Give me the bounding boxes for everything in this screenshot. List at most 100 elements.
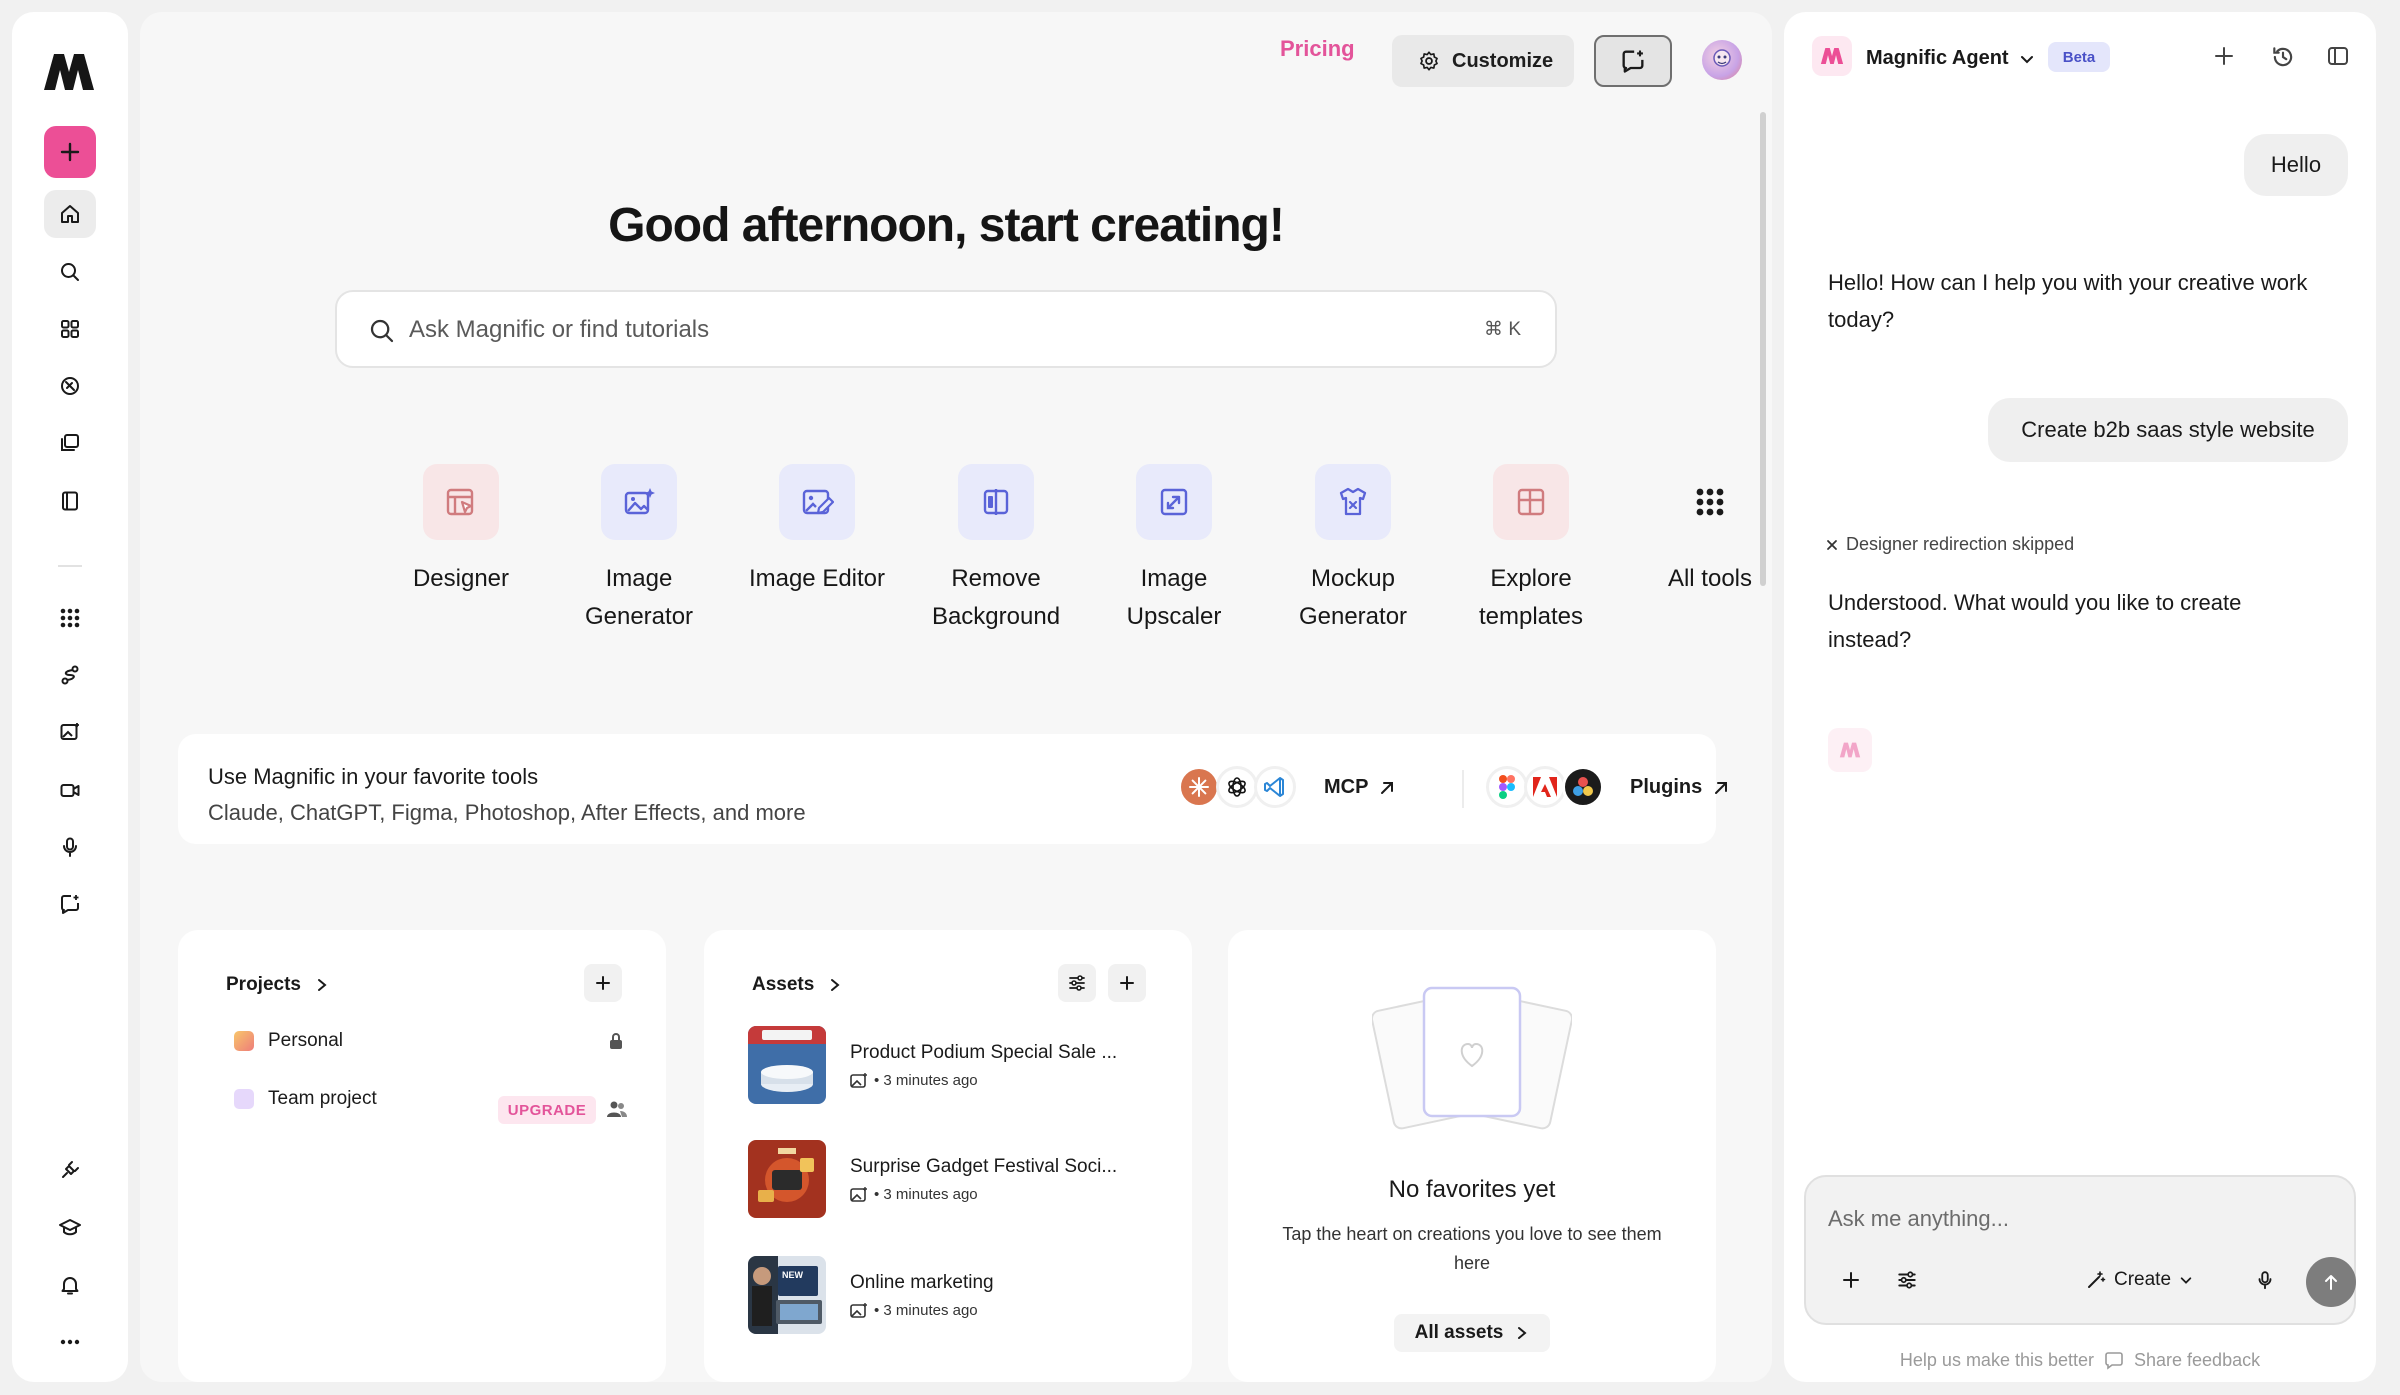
- collapse-panel-icon[interactable]: [2326, 44, 2350, 68]
- upscaler-icon: [1160, 488, 1188, 516]
- asset-item[interactable]: Surprise Gadget Festival Soci... • 3 min…: [748, 1140, 1128, 1218]
- asset-thumbnail: NEW: [748, 1256, 826, 1334]
- arrow-up-right-icon: [1381, 781, 1394, 794]
- tool-label: Designer: [412, 565, 510, 592]
- user-avatar[interactable]: [1702, 40, 1742, 80]
- mockup-icon: [1339, 487, 1367, 516]
- book-icon[interactable]: [44, 477, 96, 525]
- plugin-icon[interactable]: [44, 1146, 96, 1194]
- projects-header[interactable]: Projects: [226, 974, 329, 996]
- favorites-card: No favorites yet Tap the heart on creati…: [1228, 930, 1716, 1382]
- library-icon[interactable]: [44, 419, 96, 467]
- user-message: Hello: [2244, 134, 2348, 196]
- discover-icon[interactable]: [44, 362, 96, 410]
- scrollbar[interactable]: [1760, 112, 1766, 586]
- remove-background-icon: [983, 489, 1009, 515]
- project-name: Team project: [268, 1088, 377, 1109]
- add-project-button[interactable]: [584, 964, 622, 1002]
- chatgpt-logo-icon: [1216, 766, 1258, 808]
- agent-selector[interactable]: Magnific Agent: [1866, 47, 2035, 70]
- tool-label: Mockup Generator: [1298, 565, 1408, 630]
- plus-icon: [596, 976, 610, 990]
- tool-all-tools[interactable]: All tools: [1621, 464, 1772, 598]
- microphone-icon[interactable]: [44, 823, 96, 871]
- project-item-team[interactable]: Team project: [234, 1088, 377, 1110]
- tools-row: Designer Image Generator Image Editor Rem…: [140, 464, 1772, 664]
- bell-icon[interactable]: [44, 1261, 96, 1309]
- tool-mockup-generator[interactable]: Mockup Generator: [1264, 464, 1442, 636]
- footer-help-text: Help us make this better: [1899, 1350, 2094, 1370]
- ai-chat-icon[interactable]: [44, 880, 96, 928]
- system-note: Designer redirection skipped: [1826, 534, 2074, 555]
- asset-name: Product Podium Special Sale ...: [850, 1042, 1118, 1063]
- add-asset-button[interactable]: [1108, 964, 1146, 1002]
- video-icon[interactable]: [44, 766, 96, 814]
- agent-panel: Magnific Agent Beta Hello Hello! How can…: [1784, 12, 2376, 1382]
- microphone-icon[interactable]: [2254, 1269, 2276, 1291]
- tool-label: Image Editor: [748, 565, 886, 592]
- asset-thumbnail: [748, 1140, 826, 1218]
- assets-header[interactable]: Assets: [752, 974, 842, 996]
- history-icon[interactable]: [2270, 44, 2296, 70]
- asset-meta: • 3 minutes ago: [850, 1302, 978, 1319]
- tool-explore-templates[interactable]: Explore templates: [1442, 464, 1620, 636]
- project-item-personal[interactable]: Personal: [234, 1030, 343, 1052]
- tool-remove-background[interactable]: Remove Background: [907, 464, 1085, 636]
- main-panel: Pricing Customize Good afternoon, start …: [140, 12, 1772, 1382]
- plugins-link[interactable]: Plugins: [1630, 776, 1730, 799]
- search-box[interactable]: ⌘ K: [335, 290, 1557, 368]
- integrations-title: Use Magnific in your favorite tools: [208, 764, 539, 789]
- customize-button[interactable]: Customize: [1392, 35, 1574, 87]
- magic-wand-icon: [2088, 1271, 2106, 1288]
- tool-label: Image Generator: [584, 565, 694, 630]
- all-assets-button[interactable]: All assets: [1394, 1314, 1550, 1352]
- settings-sliders-icon[interactable]: [1896, 1269, 1918, 1291]
- templates-icon: [1517, 488, 1545, 516]
- chevron-right-icon: [317, 979, 327, 991]
- send-button[interactable]: [2306, 1257, 2356, 1307]
- projects-title: Projects: [226, 974, 301, 995]
- assets-card: Assets Product Podium Special Sale ... •…: [704, 930, 1192, 1382]
- workflow-icon[interactable]: [44, 651, 96, 699]
- agent-message: Understood. What would you like to creat…: [1828, 590, 2242, 652]
- pricing-link[interactable]: Pricing: [1280, 36, 1355, 61]
- mcp-link[interactable]: MCP: [1324, 776, 1396, 799]
- image-icon: [850, 1302, 867, 1318]
- remove-background-tile: [958, 464, 1034, 540]
- chevron-down-icon: [2020, 55, 2033, 63]
- project-name: Personal: [268, 1030, 343, 1051]
- more-icon[interactable]: [44, 1318, 96, 1366]
- search-input[interactable]: [409, 310, 1409, 350]
- tool-image-editor[interactable]: Image Editor: [728, 464, 906, 598]
- templates-tile: [1493, 464, 1569, 540]
- image-icon: [850, 1186, 867, 1202]
- asset-item[interactable]: Product Podium Special Sale ... • 3 minu…: [748, 1026, 1128, 1104]
- all-tools-tile: [1672, 464, 1748, 540]
- tool-image-generator[interactable]: Image Generator: [550, 464, 728, 636]
- search-icon[interactable]: [44, 248, 96, 296]
- chevron-right-icon: [831, 979, 840, 991]
- adobe-logo-icon: [1524, 766, 1566, 808]
- new-creation-button[interactable]: [44, 126, 96, 178]
- tool-designer[interactable]: Designer: [372, 464, 550, 598]
- tool-image-upscaler[interactable]: Image Upscaler: [1085, 464, 1263, 636]
- image-icon: [850, 1072, 867, 1088]
- ai-chat-icon: [1622, 50, 1644, 73]
- new-chat-icon[interactable]: [2212, 44, 2236, 68]
- create-mode-dropdown[interactable]: Create: [2086, 1269, 2193, 1291]
- apps-icon[interactable]: [44, 305, 96, 353]
- share-feedback-link[interactable]: Share feedback: [2134, 1350, 2261, 1370]
- magnific-agent-logo-icon: [1812, 36, 1852, 76]
- magnific-logo[interactable]: [42, 50, 96, 94]
- image-gen-icon[interactable]: [44, 708, 96, 756]
- all-tools-icon[interactable]: [44, 594, 96, 642]
- agent-chat-toggle[interactable]: [1594, 35, 1672, 87]
- attach-plus-icon[interactable]: [1840, 1269, 1862, 1291]
- chat-input[interactable]: [1828, 1201, 2308, 1237]
- learn-icon[interactable]: [44, 1204, 96, 1252]
- upgrade-badge[interactable]: UPGRADE: [498, 1096, 596, 1124]
- home-icon[interactable]: [44, 190, 96, 238]
- svg-text:NEW: NEW: [782, 1270, 804, 1280]
- filter-assets-button[interactable]: [1058, 964, 1096, 1002]
- asset-item[interactable]: NEW Online marketing • 3 minutes ago: [748, 1256, 1128, 1334]
